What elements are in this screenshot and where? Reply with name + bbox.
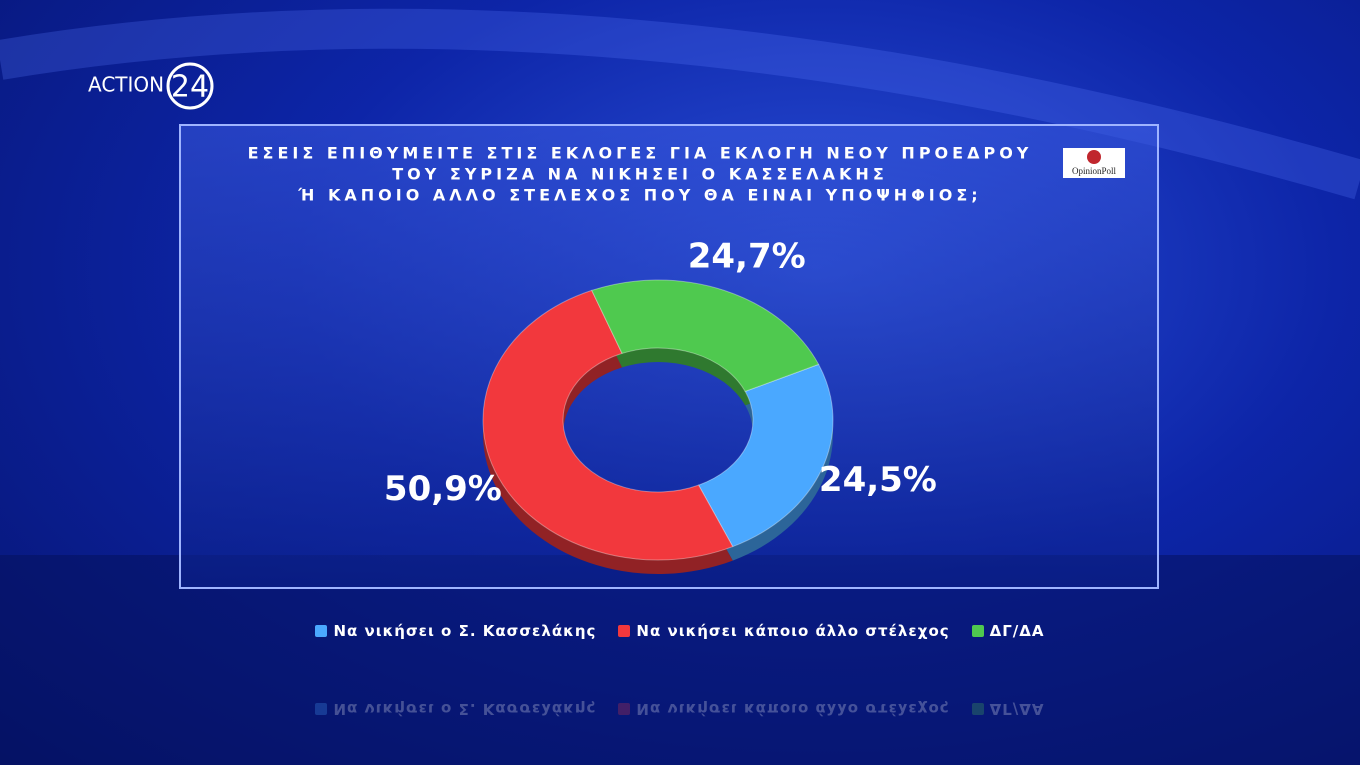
legend: Να νικήσει ο Σ. Κασσελάκης Να νικήσει κάπ…: [0, 622, 1360, 640]
value-label: 24,7%: [688, 236, 806, 276]
value-label: 50,9%: [384, 469, 502, 509]
floor: [0, 555, 1360, 765]
legend-label: Να νικήσει κάποιο άλλο στέλεχος: [636, 622, 950, 640]
slice: [482, 289, 734, 561]
legend-swatch: [618, 625, 631, 637]
chart-title: ΕΣΕΙΣ ΕΠΙΘΥΜΕΙΤΕ ΣΤΙΣ ΕΚΛΟΓΕΣ ΓΙΑ ΕΚΛΟΓΗ…: [248, 144, 1033, 163]
legend-reflection-item: ΔΓ/ΔΑ: [971, 700, 1045, 718]
legend-item: Να νικήσει κάποιο άλλο στέλεχος: [618, 622, 949, 640]
legend-label: Να νικήσει κάποιο άλλο στέλεχος: [636, 700, 950, 718]
legend-swatch: [971, 625, 984, 637]
value-label: 24,5%: [819, 460, 937, 500]
legend-reflection-item: Να νικήσει ο Σ. Κασσελάκης: [315, 700, 596, 718]
legend-item: Να νικήσει ο Σ. Κασσελάκης: [315, 622, 596, 640]
legend-swatch: [315, 703, 328, 715]
chart-title: Ή ΚΑΠΟΙΟ ΑΛΛΟ ΣΤΕΛΕΧΟΣ ΠΟΥ ΘΑ ΕΙΝΑΙ ΥΠΟΨ…: [297, 186, 981, 205]
legend-swatch: [618, 703, 631, 715]
chart-title: ΤΟΥ ΣΥΡΙΖΑ ΝΑ ΝΙΚΗΣΕΙ Ο ΚΑΣΣΕΛΑΚΗΣ: [392, 165, 888, 184]
legend-label: ΔΓ/ΔΑ: [989, 622, 1045, 640]
legend-label: Να νικήσει ο Σ. Κασσελάκης: [333, 622, 597, 640]
bg-swoosh: [0, 8, 1360, 200]
legend-reflection: Να νικήσει ο Σ. Κασσελάκης Να νικήσει κάπ…: [0, 700, 1360, 718]
source-icon: [1087, 150, 1101, 164]
legend-label: ΔΓ/ΔΑ: [989, 700, 1045, 718]
source-text: OpinionPoll: [1072, 166, 1117, 176]
slice: [697, 363, 834, 548]
legend-item: ΔΓ/ΔΑ: [971, 622, 1045, 640]
logo-ring: [166, 62, 214, 110]
legend-label: Να νικήσει ο Σ. Κασσελάκης: [333, 700, 597, 718]
legend-swatch: [971, 703, 984, 715]
legend-swatch: [315, 625, 328, 637]
logo-text: ACTION: [88, 73, 164, 97]
slice: [591, 279, 820, 393]
logo-number: 24: [171, 70, 209, 105]
legend-reflection-item: Να νικήσει κάποιο άλλο στέλεχος: [618, 700, 950, 718]
